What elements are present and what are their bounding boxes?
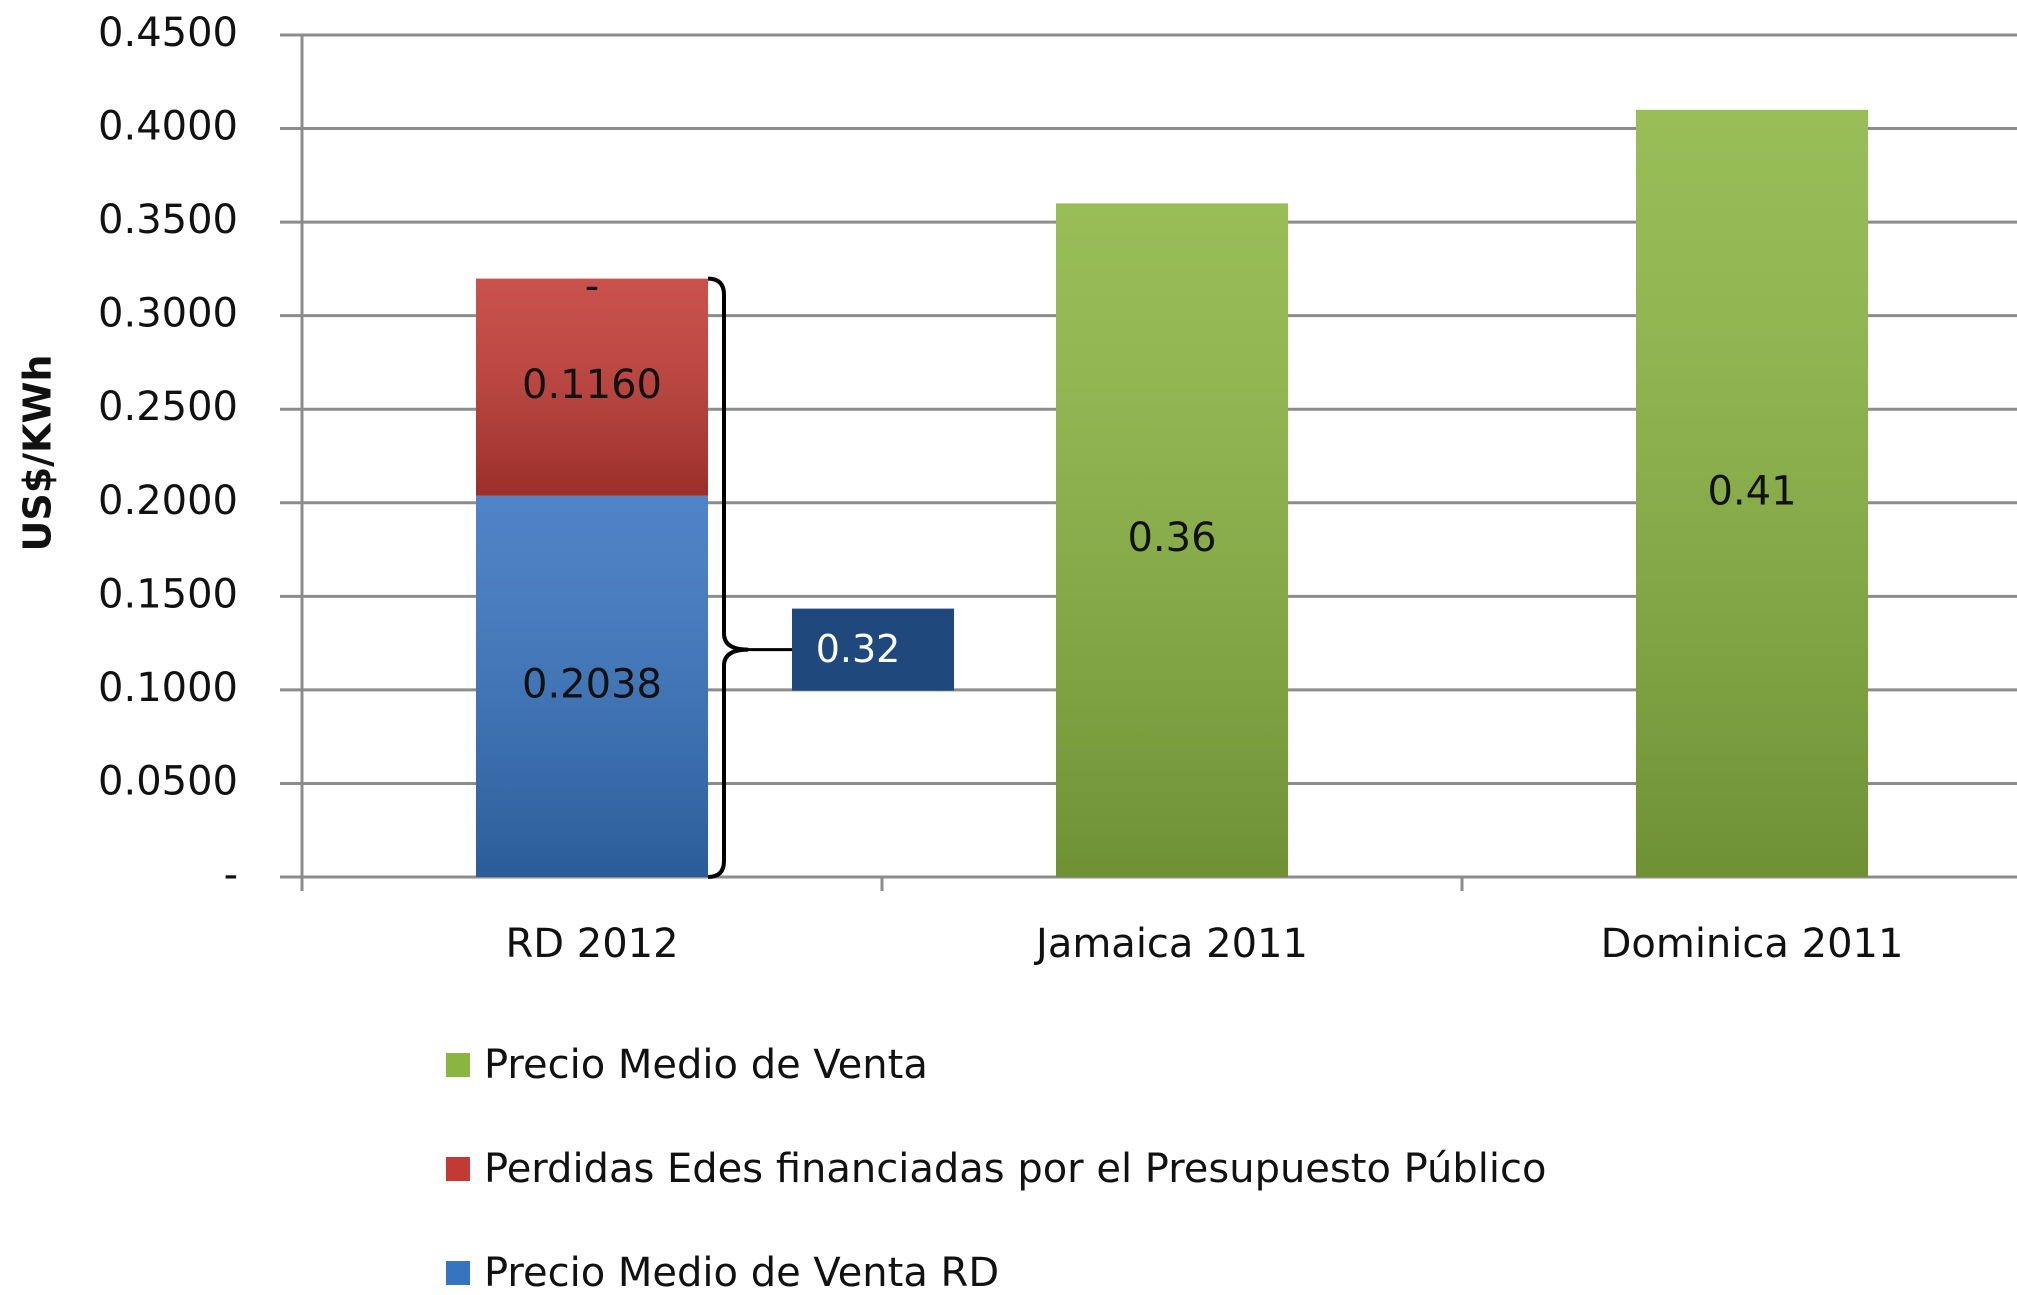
data-label: - bbox=[585, 264, 599, 310]
x-tick-label: Jamaica 2011 bbox=[1033, 921, 1308, 967]
y-tick-label: 0.2500 bbox=[98, 384, 238, 430]
bar-shade bbox=[1636, 109, 1868, 878]
data-label: 0.2038 bbox=[522, 661, 662, 707]
x-tick-label: RD 2012 bbox=[505, 921, 678, 967]
bar-shade bbox=[1056, 203, 1288, 877]
y-tick-label: - bbox=[224, 852, 238, 898]
annotation: 0.32 bbox=[816, 627, 901, 671]
legend-label: Precio Medio de Venta bbox=[484, 1042, 928, 1088]
y-tick-label: 0.4500 bbox=[98, 10, 238, 56]
data-label: 0.36 bbox=[1127, 515, 1216, 561]
y-tick-label: 0.0500 bbox=[98, 758, 238, 804]
bar-shade bbox=[476, 495, 708, 877]
y-axis-label: US$/KWh bbox=[16, 355, 60, 552]
legend-swatch bbox=[446, 1157, 470, 1181]
y-tick-label: 0.3500 bbox=[98, 197, 238, 243]
data-label: 0.41 bbox=[1707, 468, 1796, 514]
y-tick-label: 0.4000 bbox=[98, 104, 238, 150]
annotation-box bbox=[792, 608, 954, 691]
legend-swatch bbox=[446, 1261, 470, 1285]
x-tick-label: Dominica 2011 bbox=[1601, 921, 1904, 967]
y-tick-label: 0.1500 bbox=[98, 571, 238, 617]
legend-swatch bbox=[446, 1053, 470, 1077]
y-tick-label: 0.1000 bbox=[98, 665, 238, 711]
legend-label: Precio Medio de Venta RD bbox=[484, 1250, 999, 1295]
y-tick-label: 0.2000 bbox=[98, 478, 238, 524]
y-tick-label: 0.3000 bbox=[98, 291, 238, 337]
bar-shade bbox=[476, 278, 708, 496]
data-label: 0.1160 bbox=[522, 362, 662, 408]
brace bbox=[707, 276, 749, 879]
legend-label: Perdidas Edes financiadas por el Presupu… bbox=[484, 1146, 1546, 1192]
